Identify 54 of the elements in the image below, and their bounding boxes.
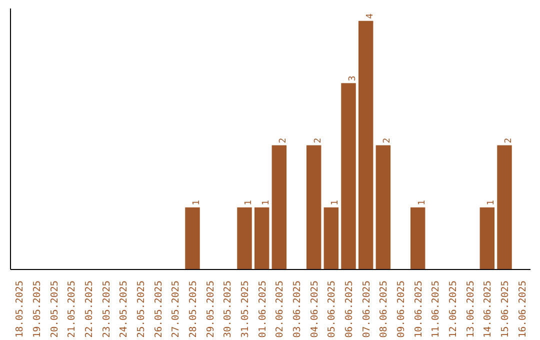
x-tick-label: 28.05.2025 [188,280,199,338]
x-tick-label: 14.06.2025 [482,280,494,338]
x-tick-label: 19.05.2025 [32,280,43,338]
data-label: 1 [244,200,254,206]
data-label: 2 [313,138,324,144]
bar [480,207,495,270]
data-label: 2 [278,138,289,144]
data-label: 4 [365,14,376,19]
bar [410,207,426,270]
data-label: 2 [382,138,393,144]
data-label: 1 [261,200,272,206]
data-label: 2 [504,138,514,144]
bar [254,207,270,270]
bar [358,20,374,270]
x-tick-label: 16.06.2025 [517,280,528,338]
data-label: 3 [348,76,358,82]
x-tick-label: 02.06.2025 [274,280,286,338]
x-tick-label: 09.06.2025 [396,280,407,338]
x-tick-label: 15.06.2025 [500,280,511,338]
x-tick-label: 08.06.2025 [378,280,390,338]
data-label: 1 [192,200,202,206]
x-tick-label: 20.05.2025 [49,280,60,338]
x-tick-label: 31.05.2025 [240,280,251,338]
x-tick-label: 24.05.2025 [118,280,130,338]
x-tick-label: 11.06.2025 [430,280,442,338]
x-tick-label: 26.05.2025 [153,280,164,338]
bar [324,207,339,270]
x-tick-label: 29.05.2025 [205,280,216,338]
x-tick-label: 27.05.2025 [170,280,182,338]
x-tick-label: 18.05.2025 [14,280,26,338]
x-tick-label: 03.06.2025 [292,280,303,338]
data-label: 1 [330,200,341,206]
x-tick-label: 04.06.2025 [309,280,320,338]
x-tick-label: 25.05.2025 [136,280,147,338]
bar [237,207,252,270]
bar [376,145,391,270]
x-tick-label: 12.06.2025 [448,280,459,338]
x-tick-label: 22.05.2025 [84,280,95,338]
bar [306,145,322,270]
bar [497,145,512,270]
bar [185,207,200,270]
x-tick-label: 07.06.2025 [361,280,372,338]
x-tick-label: 21.05.2025 [66,280,78,338]
bar [272,145,287,270]
x-tick-label: 01.06.2025 [257,280,268,338]
x-tick-label: 23.05.2025 [101,280,112,338]
x-tick-label: 30.05.2025 [222,280,234,338]
bar [341,83,356,270]
x-tick-label: 10.06.2025 [413,280,424,338]
x-tick-label: 06.06.2025 [344,280,355,338]
x-tick-label: 05.06.2025 [326,280,338,338]
x-tick-label: 13.06.2025 [465,280,476,338]
data-label: 1 [417,200,428,206]
data-label: 1 [486,200,497,206]
